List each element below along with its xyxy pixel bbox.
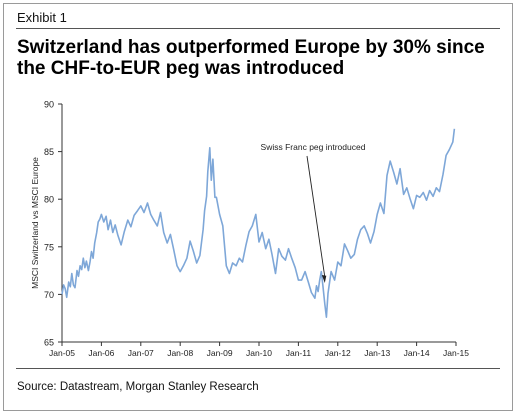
x-tick-label: Jan-12 [325,348,351,358]
y-tick-label: 80 [44,195,54,205]
annotation-label: Swiss Franc peg introduced [261,142,366,152]
y-tick-label: 75 [44,242,54,252]
chart-axes [58,103,457,346]
exhibit-label: Exhibit 1 [17,10,67,25]
annotation-arrow [306,155,326,278]
x-tick-label: Jan-06 [88,348,114,358]
x-tick-label: Jan-10 [246,348,272,358]
exhibit-frame [3,3,513,411]
x-tick-label: Jan-11 [286,348,312,358]
series-line-msci-switzerland-vs-europe [61,128,456,318]
source-note: Source: Datastream, Morgan Stanley Resea… [17,381,259,393]
title-top-rule [16,28,500,29]
x-tick-label: Jan-14 [404,348,430,358]
y-tick-label: 65 [44,338,54,348]
chart-title: Switzerland has outperformed Europe by 3… [17,37,485,79]
x-tick-label: Jan-13 [364,348,390,358]
y-tick-label: 70 [44,290,54,300]
source-top-rule [16,368,500,369]
y-tick-label: 85 [44,147,54,157]
annotation: Swiss Franc peg introduced [261,142,366,283]
x-tick-label: Jan-08 [167,348,193,358]
x-tick-label: Jan-15 [443,348,469,358]
x-tick-label: Jan-05 [49,348,75,358]
y-axis-label: MSCI Switzerland vs MSCI Europe [30,157,40,289]
y-tick-label: 90 [44,100,54,110]
tick-labels: 65 70 75 80 85 90 Jan-05 Jan-06 Jan-07 Jan-08 Jan-… [44,100,469,359]
annotation-arrowhead [321,274,327,283]
x-tick-label: Jan-09 [207,348,233,358]
x-tick-label: Jan-07 [128,348,154,358]
